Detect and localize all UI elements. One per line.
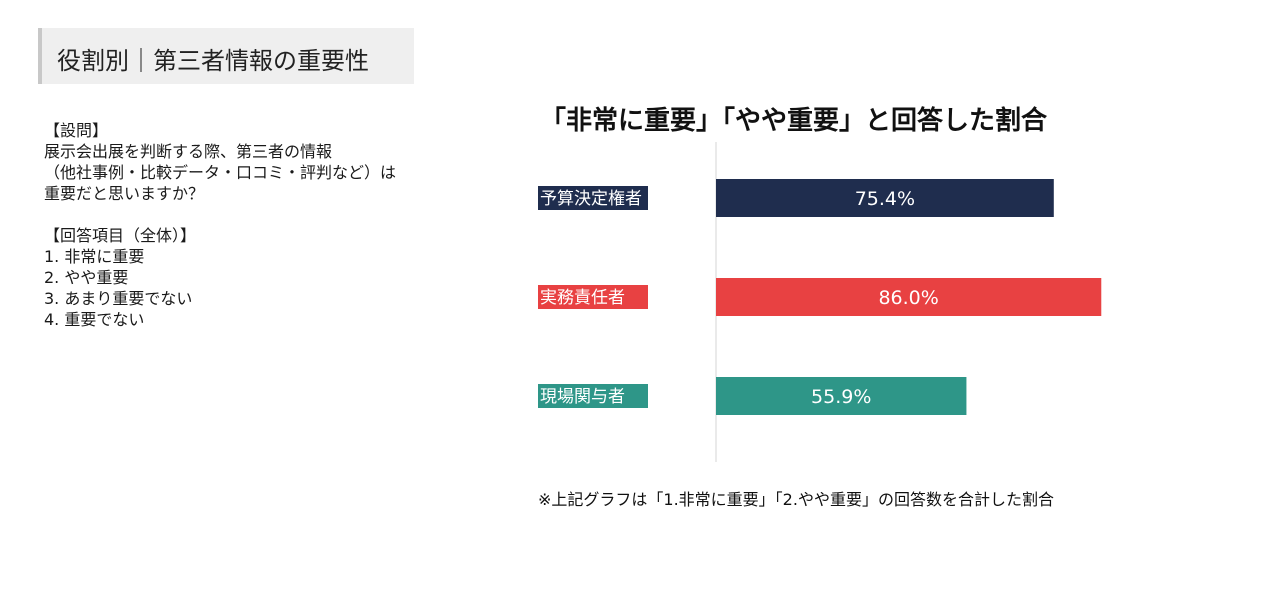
question-panel: 【設問】 展示会出展を判断する際、第三者の情報 （他社事例・比較データ・口コミ・… xyxy=(44,120,396,330)
question-line: 重要だと思いますか？ xyxy=(44,184,205,203)
footnote: ※上記グラフは「1.非常に重要」「2.やや重要」の回答数を合計した割合 xyxy=(538,490,1054,509)
answer-item: 4. 重要でない xyxy=(44,310,145,329)
category-label-bg xyxy=(538,186,648,210)
category-label: 実務責任者 xyxy=(540,288,625,308)
category-label-bg xyxy=(538,285,648,309)
answer-item: 2. やや重要 xyxy=(44,268,129,287)
category-label: 予算決定権者 xyxy=(540,189,642,209)
bar xyxy=(716,377,967,415)
page-title: 役割別｜第三者情報の重要性 xyxy=(57,47,369,75)
data-label: 55.9% xyxy=(811,386,871,408)
bar-chart: 予算決定権者 75.4% 実務責任者 86.0% 現場関与者 55.9% xyxy=(538,142,1102,462)
answers-heading: 【回答項目（全体）】 xyxy=(44,226,197,245)
category-label-bg xyxy=(538,384,648,408)
chart-title: 「非常に重要」「やや重要」と回答した割合 xyxy=(540,106,1048,136)
data-label: 75.4% xyxy=(855,188,915,210)
bar xyxy=(716,278,1102,316)
page-title-box: 役割別｜第三者情報の重要性 xyxy=(38,28,414,84)
category-label: 現場関与者 xyxy=(540,387,625,407)
bar xyxy=(716,179,1054,217)
data-label: 86.0% xyxy=(878,287,938,309)
answer-item: 3. あまり重要でない xyxy=(44,289,193,308)
question-heading: 【設問】 xyxy=(44,121,109,140)
question-line: 展示会出展を判断する際、第三者の情報 xyxy=(44,142,333,161)
question-line: （他社事例・比較データ・口コミ・評判など）は xyxy=(44,163,397,182)
answer-item: 1. 非常に重要 xyxy=(44,247,145,266)
spacer xyxy=(44,204,396,225)
